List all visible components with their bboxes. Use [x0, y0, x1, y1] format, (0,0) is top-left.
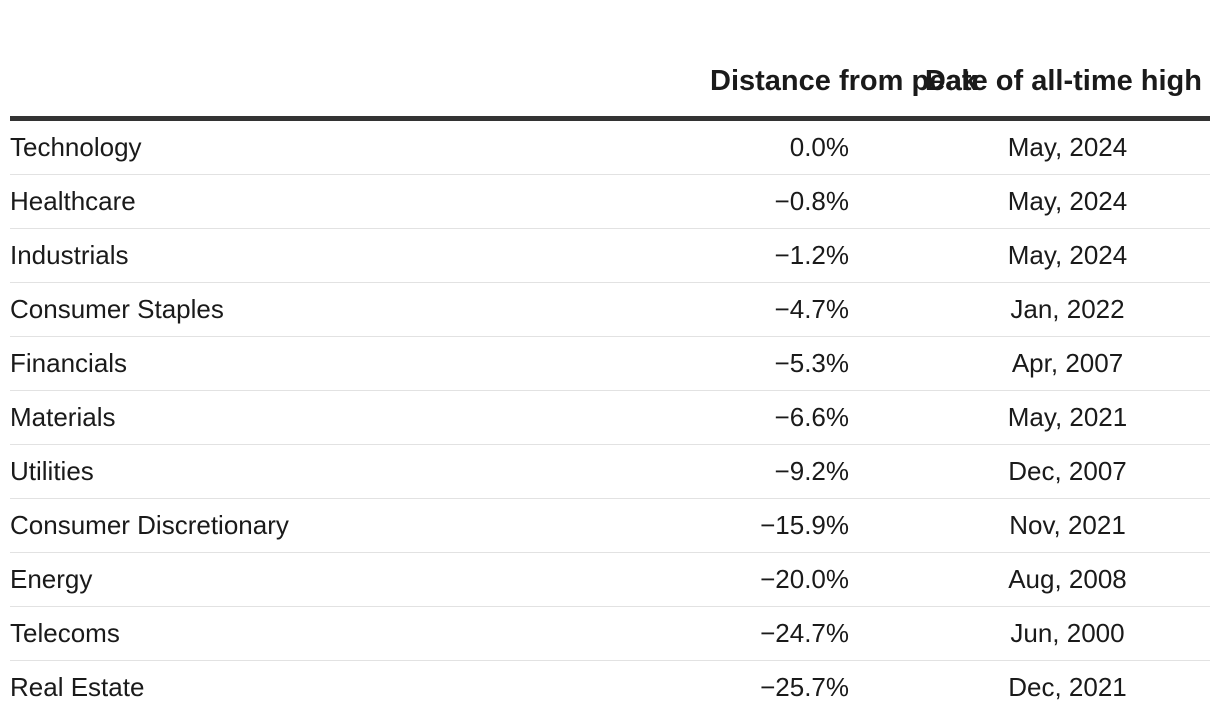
header-row: Distance from peak Date of all-time high — [10, 0, 1210, 119]
distance-from-peak-cell: −9.2% — [710, 445, 849, 499]
all-time-high-date-cell: Aug, 2008 — [849, 553, 1210, 607]
column-header-sector — [10, 0, 710, 119]
distance-from-peak-cell: −25.7% — [710, 661, 849, 714]
table-row: Consumer Staples−4.7%Jan, 2022 — [10, 283, 1210, 337]
distance-from-peak-cell: −1.2% — [710, 229, 849, 283]
sector-cell: Energy — [10, 553, 710, 607]
table-row: Telecoms−24.7%Jun, 2000 — [10, 607, 1210, 661]
sector-cell: Financials — [10, 337, 710, 391]
all-time-high-date-cell: Jun, 2000 — [849, 607, 1210, 661]
table-row: Financials−5.3%Apr, 2007 — [10, 337, 1210, 391]
sector-cell: Materials — [10, 391, 710, 445]
table-row: Industrials−1.2%May, 2024 — [10, 229, 1210, 283]
sector-cell: Consumer Discretionary — [10, 499, 710, 553]
all-time-high-date-cell: Dec, 2021 — [849, 661, 1210, 714]
all-time-high-date-cell: Jan, 2022 — [849, 283, 1210, 337]
sector-cell: Real Estate — [10, 661, 710, 714]
distance-from-peak-cell: −20.0% — [710, 553, 849, 607]
all-time-high-date-cell: May, 2021 — [849, 391, 1210, 445]
all-time-high-date-cell: Nov, 2021 — [849, 499, 1210, 553]
distance-from-peak-cell: −4.7% — [710, 283, 849, 337]
all-time-high-date-cell: May, 2024 — [849, 229, 1210, 283]
table-row: Healthcare−0.8%May, 2024 — [10, 175, 1210, 229]
distance-from-peak-cell: −15.9% — [710, 499, 849, 553]
all-time-high-date-cell: Dec, 2007 — [849, 445, 1210, 499]
table-row: Real Estate−25.7%Dec, 2021 — [10, 661, 1210, 714]
sector-cell: Utilities — [10, 445, 710, 499]
table-row: Utilities−9.2%Dec, 2007 — [10, 445, 1210, 499]
table-header: Distance from peak Date of all-time high — [10, 0, 1210, 119]
column-header-date: Date of all-time high — [849, 0, 1210, 119]
table-row: Materials−6.6%May, 2021 — [10, 391, 1210, 445]
distance-from-peak-cell: −24.7% — [710, 607, 849, 661]
all-time-high-date-cell: Apr, 2007 — [849, 337, 1210, 391]
sector-cell: Telecoms — [10, 607, 710, 661]
table-row: Energy−20.0%Aug, 2008 — [10, 553, 1210, 607]
sector-peak-table: Distance from peak Date of all-time high… — [10, 0, 1210, 714]
sector-cell: Industrials — [10, 229, 710, 283]
distance-from-peak-cell: −0.8% — [710, 175, 849, 229]
sector-cell: Consumer Staples — [10, 283, 710, 337]
table-row: Consumer Discretionary−15.9%Nov, 2021 — [10, 499, 1210, 553]
all-time-high-date-cell: May, 2024 — [849, 119, 1210, 175]
sector-cell: Healthcare — [10, 175, 710, 229]
all-time-high-date-cell: May, 2024 — [849, 175, 1210, 229]
sector-cell: Technology — [10, 119, 710, 175]
distance-from-peak-cell: 0.0% — [710, 119, 849, 175]
distance-from-peak-cell: −5.3% — [710, 337, 849, 391]
distance-from-peak-cell: −6.6% — [710, 391, 849, 445]
column-header-distance: Distance from peak — [710, 0, 849, 119]
sector-peak-table-container: Distance from peak Date of all-time high… — [10, 0, 1210, 714]
